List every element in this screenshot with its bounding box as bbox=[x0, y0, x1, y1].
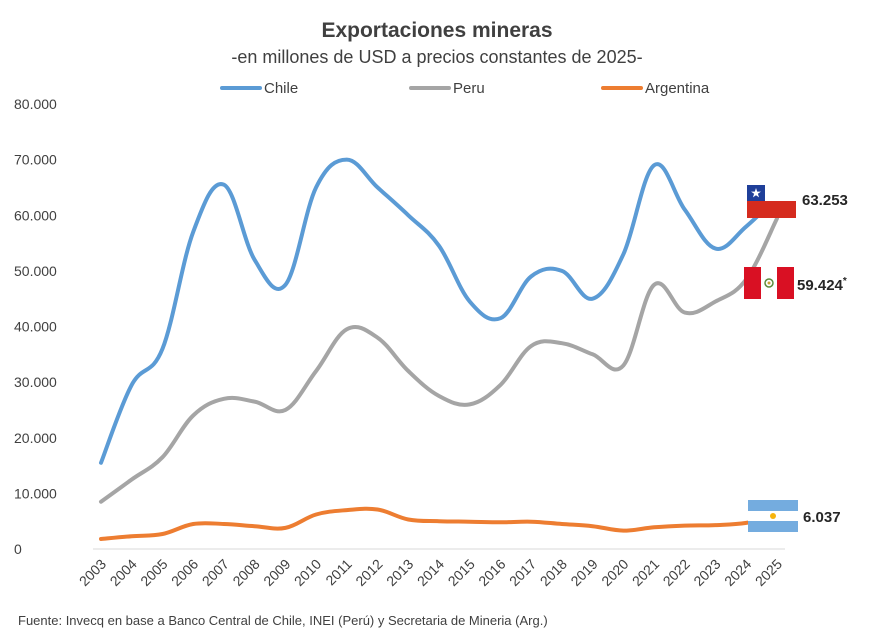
legend-label-chile: Chile bbox=[264, 80, 298, 97]
y-tick-label: 80.000 bbox=[14, 96, 57, 112]
legend-label-peru: Peru bbox=[453, 80, 485, 97]
x-tick-label: 2021 bbox=[629, 556, 662, 589]
x-tick-label: 2003 bbox=[76, 556, 109, 589]
x-tick-label: 2012 bbox=[352, 556, 385, 589]
x-tick-label: 2006 bbox=[168, 556, 201, 589]
y-tick-label: 50.000 bbox=[14, 263, 57, 279]
y-axis-ticks: 0 10.000 20.000 30.000 40.000 50.000 60.000 70.… bbox=[14, 96, 57, 557]
y-tick-label: 20.000 bbox=[14, 430, 57, 446]
x-tick-label: 2023 bbox=[690, 556, 723, 589]
y-tick-label: 0 bbox=[14, 541, 22, 557]
series-lines bbox=[99, 157, 779, 541]
x-tick-label: 2014 bbox=[414, 556, 447, 589]
legend: Chile Peru Argentina bbox=[220, 80, 710, 97]
x-tick-label: 2015 bbox=[445, 556, 478, 589]
x-tick-label: 2007 bbox=[199, 556, 232, 589]
series-line-argentina bbox=[99, 506, 779, 541]
x-tick-label: 2013 bbox=[383, 556, 416, 589]
x-tick-label: 2011 bbox=[322, 556, 355, 589]
x-tick-label: 2020 bbox=[598, 556, 631, 589]
x-tick-label: 2009 bbox=[260, 556, 293, 589]
x-tick-label: 2024 bbox=[721, 556, 754, 589]
y-tick-label: 70.000 bbox=[14, 152, 57, 168]
x-tick-label: 2016 bbox=[475, 556, 508, 589]
chile-flag-icon bbox=[747, 185, 796, 218]
y-tick-label: 60.000 bbox=[14, 207, 57, 223]
x-tick-label: 2005 bbox=[137, 556, 170, 589]
source-note: Fuente: Invecq en base a Banco Central d… bbox=[18, 613, 548, 628]
x-axis-ticks: 2003200420052006200720082009201020112012… bbox=[76, 556, 785, 589]
end-label-chile: 63.253 bbox=[802, 192, 848, 209]
argentina-flag-icon bbox=[748, 500, 798, 532]
series-line-peru bbox=[99, 216, 779, 504]
y-tick-label: 40.000 bbox=[14, 319, 57, 335]
end-label-argentina: 6.037 bbox=[803, 509, 841, 526]
x-tick-label: 2017 bbox=[506, 556, 539, 589]
x-tick-label: 2010 bbox=[291, 556, 324, 589]
x-tick-label: 2022 bbox=[660, 556, 693, 589]
x-tick-label: 2025 bbox=[752, 556, 785, 589]
end-labels: 63.253 59.424* 6.037 bbox=[797, 192, 848, 526]
chart-title: Exportaciones mineras bbox=[321, 19, 552, 42]
series-line-chile bbox=[99, 157, 779, 465]
x-tick-label: 2008 bbox=[229, 556, 262, 589]
x-tick-label: 2004 bbox=[107, 556, 140, 589]
x-tick-label: 2019 bbox=[567, 556, 600, 589]
y-tick-label: 30.000 bbox=[14, 374, 57, 390]
peru-flag-icon bbox=[744, 267, 794, 299]
chart-subtitle: -en millones de USD a precios constantes… bbox=[231, 47, 642, 67]
end-label-peru: 59.424* bbox=[797, 276, 847, 294]
x-tick-label: 2018 bbox=[537, 556, 570, 589]
y-tick-label: 10.000 bbox=[14, 485, 57, 501]
legend-label-argentina: Argentina bbox=[645, 80, 710, 97]
